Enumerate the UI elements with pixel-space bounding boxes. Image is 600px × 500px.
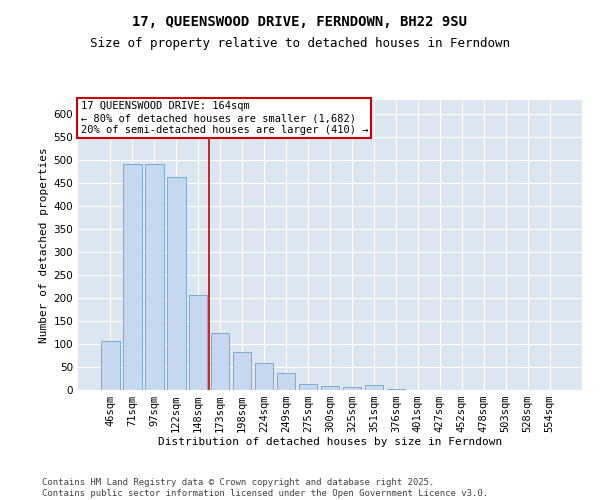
Bar: [320, 386, 340, 390]
Bar: [277, 373, 295, 390]
Bar: [167, 178, 185, 390]
Y-axis label: Number of detached properties: Number of detached properties: [39, 147, 49, 343]
Bar: [101, 340, 119, 390]
Bar: [145, 164, 164, 390]
Bar: [343, 387, 361, 390]
Bar: [386, 389, 405, 390]
Text: Contains HM Land Registry data © Crown copyright and database right 2025.
Contai: Contains HM Land Registry data © Crown c…: [42, 478, 488, 498]
Bar: [233, 352, 251, 390]
Bar: [211, 333, 229, 390]
Bar: [299, 384, 317, 390]
Text: Size of property relative to detached houses in Ferndown: Size of property relative to detached ho…: [90, 38, 510, 51]
Text: 17 QUEENSWOOD DRIVE: 164sqm
← 80% of detached houses are smaller (1,682)
20% of : 17 QUEENSWOOD DRIVE: 164sqm ← 80% of det…: [80, 102, 368, 134]
Bar: [255, 363, 274, 390]
Bar: [189, 294, 208, 390]
Text: 17, QUEENSWOOD DRIVE, FERNDOWN, BH22 9SU: 17, QUEENSWOOD DRIVE, FERNDOWN, BH22 9SU: [133, 15, 467, 29]
Bar: [365, 386, 383, 390]
X-axis label: Distribution of detached houses by size in Ferndown: Distribution of detached houses by size …: [158, 436, 502, 446]
Bar: [123, 164, 142, 390]
